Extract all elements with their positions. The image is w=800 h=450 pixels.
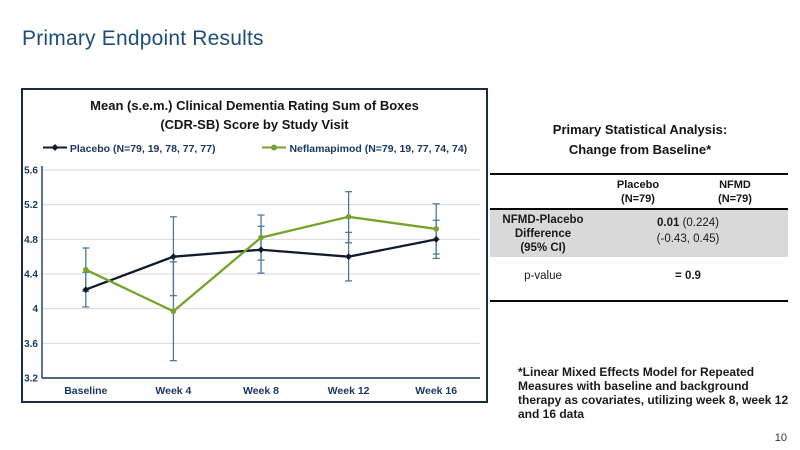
column-header-nfmd: NFMD (N=79) — [693, 178, 777, 207]
data-point — [433, 226, 440, 232]
nfmd-header-name: NFMD — [719, 179, 751, 191]
table-bottom-rule — [490, 300, 788, 302]
chart-title-line1: Mean (s.e.m.) Clinical Dementia Rating S… — [90, 98, 419, 113]
chart-legend: Placebo (N=79, 19, 78, 77, 77) Neflamapi… — [23, 142, 486, 156]
difference-estimate: 0.01 — [656, 217, 680, 229]
placebo-header-name: Placebo — [616, 179, 660, 191]
data-point — [257, 246, 265, 254]
y-tick-label: 4 — [32, 304, 38, 315]
table-top-rule — [490, 173, 788, 175]
y-tick-label: 3.6 — [24, 339, 38, 350]
difference-se: (0.224) — [682, 217, 720, 229]
data-point — [82, 286, 90, 293]
line-chart-plot: 3.2 3.6 4 4.4 4.8 5.2 5.6 Baseline Week 4 Week 8 W… — [24, 166, 480, 397]
data-point — [345, 253, 352, 261]
stats-heading-line2: Change from Baseline* — [568, 141, 712, 157]
data-point — [432, 235, 440, 243]
y-tick-label: 3.2 — [24, 374, 38, 385]
difference-label-line1: NFMD-Placebo — [502, 214, 584, 226]
x-category-label: Week 4 — [155, 385, 191, 397]
stats-panel: Primary Statistical Analysis: Change fro… — [490, 110, 790, 450]
legend-item-neflamapimod: Neflamapimod (N=79, 19, 77, 74, 74) — [261, 142, 467, 156]
x-category-label: Week 8 — [243, 385, 279, 397]
stats-heading: Primary Statistical Analysis: Change fro… — [490, 120, 790, 159]
pvalue-value: = 0.9 — [675, 270, 701, 282]
difference-row: NFMD-Placebo Difference (95% CI) 0.01 (0… — [490, 210, 788, 257]
page-number: 10 — [774, 432, 787, 444]
column-header-placebo: Placebo (N=79) — [593, 178, 683, 207]
chart-title: Mean (s.e.m.) Clinical Dementia Rating S… — [23, 97, 486, 135]
difference-row-value: 0.01 (0.224) (-0.43, 0.45) — [588, 215, 788, 247]
y-tick-label: 4.8 — [24, 235, 38, 246]
data-point — [83, 266, 89, 273]
legend-label-placebo: Placebo (N=79, 19, 78, 77, 77) — [69, 143, 216, 155]
legend-marker-glyph — [42, 144, 67, 151]
stats-heading-line1: Primary Statistical Analysis: — [552, 122, 728, 137]
pvalue-label: p-value — [524, 270, 562, 282]
placebo-header-n: (N=79) — [621, 193, 655, 206]
cdr-sb-chart-panel: Mean (s.e.m.) Clinical Dementia Rating S… — [21, 88, 488, 403]
difference-label-line3: (95% CI) — [520, 242, 566, 255]
y-tick-label: 4.4 — [24, 270, 38, 281]
chart-title-line2: (CDR-SB) Score by Study Visit — [160, 116, 349, 132]
difference-ci: (-0.43, 0.45) — [656, 233, 720, 246]
legend-item-placebo: Placebo (N=79, 19, 78, 77, 77) — [42, 142, 216, 156]
data-point — [170, 253, 177, 261]
difference-label-line2: Difference — [514, 228, 572, 241]
legend-marker-glyph — [262, 144, 287, 151]
data-point — [345, 214, 352, 220]
page-title: Primary Endpoint Results — [22, 27, 264, 50]
y-tick-label: 5.2 — [24, 200, 38, 211]
x-category-label: Week 16 — [415, 385, 457, 397]
nfmd-header-n: (N=79) — [718, 193, 752, 206]
data-point — [258, 234, 264, 241]
legend-label-neflamapimod: Neflamapimod (N=79, 19, 77, 74, 74) — [289, 143, 468, 155]
table-header-rule — [490, 208, 788, 210]
footnote: *Linear Mixed Effects Model for Repeated… — [518, 365, 789, 422]
x-category-label: Week 12 — [328, 385, 370, 397]
neflamapimod-line-marker-icon — [261, 142, 287, 156]
x-category-label: Baseline — [64, 385, 107, 397]
placebo-line-marker-icon — [42, 142, 68, 156]
difference-row-label: NFMD-Placebo Difference (95% CI) — [492, 213, 594, 255]
data-point — [170, 308, 177, 315]
difference-estimate-line: 0.01 (0.224) — [588, 215, 788, 231]
y-tick-label: 5.6 — [24, 166, 38, 177]
